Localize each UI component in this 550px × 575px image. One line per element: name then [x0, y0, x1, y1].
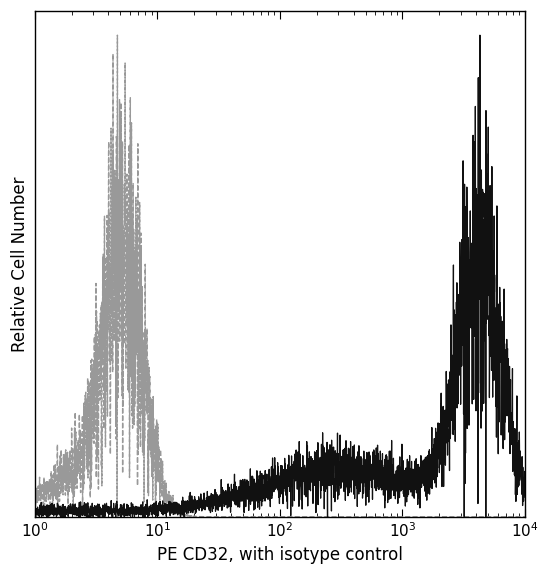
X-axis label: PE CD32, with isotype control: PE CD32, with isotype control — [157, 546, 403, 564]
Y-axis label: Relative Cell Number: Relative Cell Number — [11, 176, 29, 352]
